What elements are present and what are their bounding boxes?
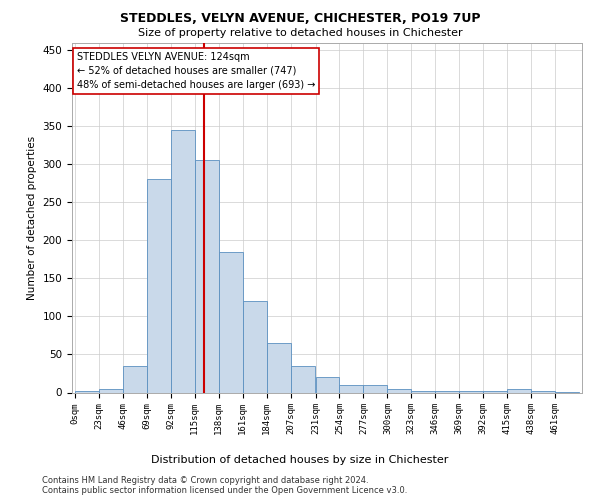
Text: Contains public sector information licensed under the Open Government Licence v3: Contains public sector information licen… — [42, 486, 407, 495]
Text: STEDDLES VELYN AVENUE: 124sqm
← 52% of detached houses are smaller (747)
48% of : STEDDLES VELYN AVENUE: 124sqm ← 52% of d… — [77, 52, 316, 90]
Bar — [147, 180, 171, 392]
Text: STEDDLES, VELYN AVENUE, CHICHESTER, PO19 7UP: STEDDLES, VELYN AVENUE, CHICHESTER, PO19… — [120, 12, 480, 26]
Bar — [459, 391, 483, 392]
Bar — [531, 391, 555, 392]
Bar — [99, 388, 123, 392]
Bar — [340, 385, 364, 392]
Bar — [195, 160, 219, 392]
Bar — [435, 391, 459, 392]
Bar — [412, 391, 435, 392]
Bar — [290, 366, 314, 392]
Bar — [316, 378, 340, 392]
Bar — [75, 391, 99, 392]
Bar — [507, 388, 531, 392]
Text: Contains HM Land Registry data © Crown copyright and database right 2024.: Contains HM Land Registry data © Crown c… — [42, 476, 368, 485]
Bar — [219, 252, 242, 392]
Bar — [123, 366, 147, 392]
Bar — [242, 301, 266, 392]
Y-axis label: Number of detached properties: Number of detached properties — [27, 136, 37, 300]
Bar — [483, 391, 507, 392]
Bar — [388, 388, 412, 392]
Bar — [171, 130, 195, 392]
Text: Distribution of detached houses by size in Chichester: Distribution of detached houses by size … — [151, 455, 449, 465]
Text: Size of property relative to detached houses in Chichester: Size of property relative to detached ho… — [137, 28, 463, 38]
Bar — [364, 385, 388, 392]
Bar — [266, 343, 290, 392]
